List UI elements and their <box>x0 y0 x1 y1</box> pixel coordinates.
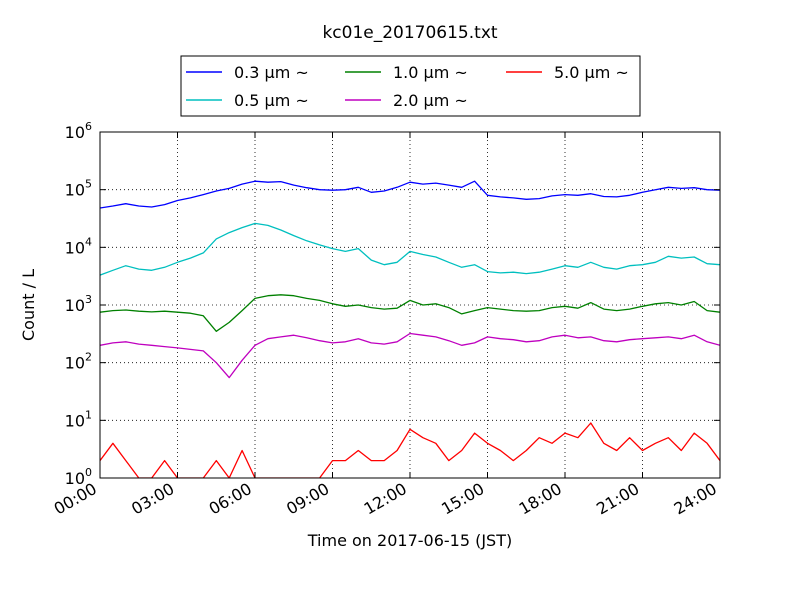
x-tick-label: 09:00 <box>283 479 332 519</box>
y-tick-base: 10 <box>65 296 85 315</box>
legend-label: 0.5 μm ~ <box>234 91 309 110</box>
y-tick-exponent: 4 <box>85 235 92 248</box>
x-tick-label: 24:00 <box>671 479 720 519</box>
series-line-2 <box>100 294 720 332</box>
y-tick-label: 105 <box>65 178 92 200</box>
y-tick-base: 10 <box>65 411 85 430</box>
series-line-3 <box>100 332 720 379</box>
x-tick-label: 21:00 <box>593 479 642 519</box>
y-tick-base: 10 <box>65 469 85 488</box>
y-tick-label: 106 <box>65 120 92 142</box>
y-tick-base: 10 <box>65 354 85 373</box>
legend-label: 5.0 μm ~ <box>554 63 629 82</box>
y-tick-base: 10 <box>65 181 85 200</box>
x-tick-label: 12:00 <box>361 479 410 519</box>
x-tick-label: 15:00 <box>438 479 487 519</box>
legend-label: 1.0 μm ~ <box>393 63 468 82</box>
y-tick-exponent: 3 <box>85 293 92 306</box>
y-tick-exponent: 0 <box>85 466 92 479</box>
y-axis-label: Count / L <box>19 269 38 341</box>
legend-label: 2.0 μm ~ <box>393 91 468 110</box>
y-tick-label: 104 <box>65 235 92 257</box>
y-tick-label: 102 <box>65 351 92 373</box>
y-tick-label: 103 <box>65 293 92 315</box>
y-tick-base: 10 <box>65 238 85 257</box>
y-tick-exponent: 2 <box>85 351 92 364</box>
legend-frame <box>180 55 641 117</box>
legend-label: 0.3 μm ~ <box>234 63 309 82</box>
series-line-0 <box>100 180 720 209</box>
x-tick-label: 06:00 <box>206 479 255 519</box>
y-tick-label: 100 <box>65 466 92 488</box>
y-tick-exponent: 6 <box>85 120 92 133</box>
y-tick-exponent: 5 <box>85 178 92 191</box>
y-tick-label: 101 <box>65 408 92 430</box>
series-line-1 <box>100 222 720 276</box>
x-tick-label: 18:00 <box>516 479 565 519</box>
grid <box>100 132 720 478</box>
y-tick-base: 10 <box>65 123 85 142</box>
chart-title: kc01e_20170615.txt <box>322 23 497 43</box>
x-axis-label: Time on 2017-06-15 (JST) <box>307 531 512 550</box>
series-layer <box>100 180 720 478</box>
x-tick-label: 03:00 <box>128 479 177 519</box>
series-line-4 <box>100 422 720 478</box>
y-tick-exponent: 1 <box>85 408 92 421</box>
legend: 0.3 μm ~ 0.5 μm ~ 1.0 μm ~ 2.0 μm ~ 5.0 μm ~ <box>180 55 641 117</box>
